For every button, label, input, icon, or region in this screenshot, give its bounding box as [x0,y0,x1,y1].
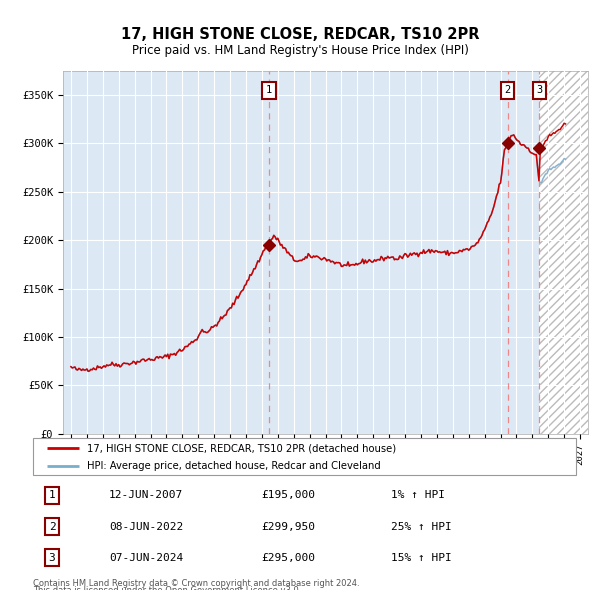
Text: 12-JUN-2007: 12-JUN-2007 [109,490,183,500]
Text: 3: 3 [536,85,542,95]
Text: Contains HM Land Registry data © Crown copyright and database right 2024.: Contains HM Land Registry data © Crown c… [33,579,359,588]
Text: 2: 2 [505,85,511,95]
Text: 17, HIGH STONE CLOSE, REDCAR, TS10 2PR (detached house): 17, HIGH STONE CLOSE, REDCAR, TS10 2PR (… [88,443,397,453]
Text: 3: 3 [49,553,55,563]
Text: 07-JUN-2024: 07-JUN-2024 [109,553,183,563]
Text: £299,950: £299,950 [261,522,315,532]
Text: Price paid vs. HM Land Registry's House Price Index (HPI): Price paid vs. HM Land Registry's House … [131,44,469,57]
Text: £295,000: £295,000 [261,553,315,563]
Text: 15% ↑ HPI: 15% ↑ HPI [391,553,452,563]
Text: 1: 1 [49,490,55,500]
FancyBboxPatch shape [33,438,576,475]
Text: £195,000: £195,000 [261,490,315,500]
Text: 17, HIGH STONE CLOSE, REDCAR, TS10 2PR: 17, HIGH STONE CLOSE, REDCAR, TS10 2PR [121,27,479,41]
Text: 1% ↑ HPI: 1% ↑ HPI [391,490,445,500]
Text: 08-JUN-2022: 08-JUN-2022 [109,522,183,532]
Polygon shape [539,71,588,434]
Text: 2: 2 [49,522,55,532]
Text: 1: 1 [266,85,272,95]
Text: HPI: Average price, detached house, Redcar and Cleveland: HPI: Average price, detached house, Redc… [88,461,381,471]
Text: 25% ↑ HPI: 25% ↑ HPI [391,522,452,532]
Text: This data is licensed under the Open Government Licence v3.0.: This data is licensed under the Open Gov… [33,586,301,590]
